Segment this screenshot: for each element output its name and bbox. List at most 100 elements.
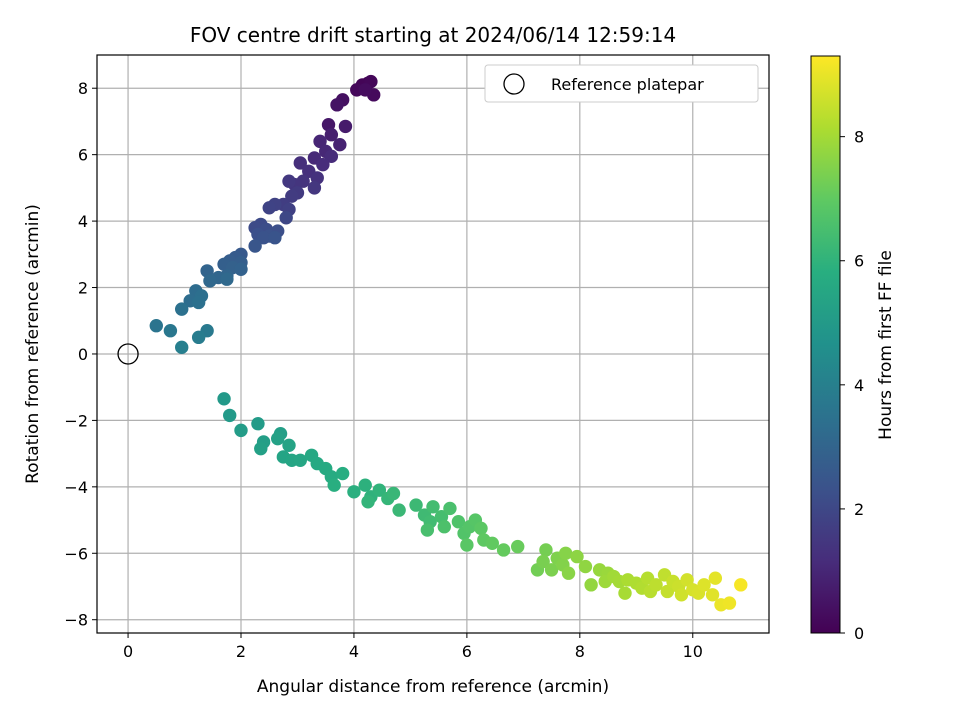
data-point [570, 549, 584, 564]
legend-marker-reference [503, 73, 525, 95]
data-point [386, 486, 401, 501]
y-tick-label: 6 [78, 146, 88, 165]
data-point [426, 500, 440, 514]
data-point [392, 503, 406, 517]
data-point [708, 571, 723, 585]
data-point [460, 538, 474, 552]
data-point [285, 189, 299, 203]
x-axis-ticks: 0 2 4 6 8 10 [123, 633, 703, 661]
colorbar-ticks: 0 2 4 6 8 [840, 128, 864, 643]
legend: Reference platepar [484, 64, 759, 103]
data-point [437, 520, 451, 534]
data-point [251, 417, 265, 431]
data-point [544, 563, 559, 577]
colorbar-tick-label: 4 [854, 376, 864, 395]
chart-title: FOV centre drift starting at 2024/06/14 … [190, 23, 676, 47]
y-tick-label: 0 [78, 345, 88, 364]
reference-platepar-marker [117, 343, 139, 365]
colorbar-label: Hours from first FF file [876, 250, 896, 440]
legend-label-reference: Reference platepar [551, 75, 704, 94]
x-tick-label: 8 [575, 642, 585, 661]
data-point [191, 330, 206, 345]
data-point [358, 83, 372, 97]
data-point [674, 588, 689, 602]
data-point [660, 584, 675, 599]
data-point [496, 543, 511, 557]
data-point [584, 578, 598, 592]
y-axis-label: Rotation from reference (arcmin) [23, 204, 43, 484]
x-tick-label: 2 [236, 642, 246, 661]
data-point [333, 137, 347, 152]
data-point [722, 596, 737, 610]
x-axis-label: Angular distance from reference (arcmin) [257, 677, 609, 697]
plot-frame [96, 54, 770, 634]
data-point [191, 295, 206, 310]
y-tick-label: 8 [78, 79, 88, 98]
data-point [324, 128, 339, 142]
data-point [307, 181, 322, 195]
data-point [271, 431, 285, 446]
data-point [536, 554, 550, 569]
data-point [163, 324, 178, 338]
data-point [217, 392, 231, 406]
data-point [539, 543, 553, 557]
data-point [680, 573, 694, 587]
y-tick-label: −4 [64, 478, 88, 497]
data-point [234, 423, 248, 438]
colorbar-tick-label: 2 [854, 500, 864, 519]
data-point [256, 231, 271, 245]
y-axis-ticks: −8 −6 −4 −2 0 2 4 6 8 [64, 79, 97, 630]
data-point [338, 119, 353, 134]
data-point [409, 498, 423, 512]
data-point [324, 149, 339, 164]
data-point [313, 134, 327, 149]
data-point [316, 157, 330, 172]
data-point [175, 340, 189, 355]
data-point [262, 201, 276, 215]
data-point [358, 478, 372, 492]
data-point [618, 586, 632, 600]
x-tick-label: 10 [683, 642, 703, 661]
data-point [149, 319, 163, 333]
y-tick-label: −6 [64, 544, 88, 563]
data-point [485, 536, 499, 551]
colorbar-tick-label: 0 [854, 624, 864, 643]
y-tick-label: 4 [78, 212, 88, 231]
data-points [117, 74, 748, 612]
colorbar-tick-label: 6 [854, 252, 864, 271]
data-point [279, 211, 293, 225]
y-tick-label: 2 [78, 279, 88, 298]
data-point [248, 239, 262, 253]
y-tick-label: −8 [64, 611, 88, 630]
data-point [234, 262, 248, 276]
data-point [372, 483, 387, 497]
data-point [347, 485, 361, 499]
data-point [175, 302, 189, 316]
data-point [705, 588, 720, 602]
data-point [220, 272, 234, 286]
colorbar-gradient [810, 55, 841, 634]
data-point [203, 274, 217, 288]
x-tick-label: 0 [123, 642, 133, 661]
data-point [561, 566, 576, 580]
legend-box [484, 64, 759, 103]
data-point [649, 578, 663, 592]
data-point [420, 523, 435, 537]
data-point [335, 466, 350, 481]
data-point [559, 546, 573, 560]
data-point [734, 578, 748, 592]
colorbar-tick-label: 8 [854, 128, 864, 147]
data-point [254, 441, 268, 456]
data-point [511, 539, 525, 554]
data-point [268, 231, 282, 245]
data-point [474, 521, 488, 536]
grid-lines [97, 55, 769, 633]
data-point [443, 501, 457, 516]
data-point [282, 174, 296, 188]
data-point [578, 559, 593, 574]
data-point [293, 453, 307, 467]
x-tick-label: 4 [349, 642, 359, 661]
data-point [361, 495, 375, 509]
data-point [697, 578, 711, 592]
